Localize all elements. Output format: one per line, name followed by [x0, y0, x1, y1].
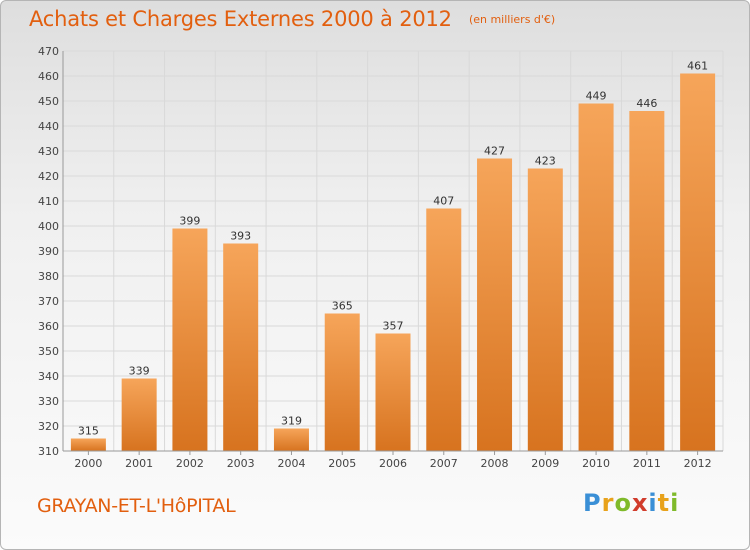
- x-tick-label: 2008: [481, 457, 509, 470]
- x-tick-label: 2007: [430, 457, 458, 470]
- bar-value-label: 319: [281, 415, 302, 428]
- x-tick-label: 2003: [227, 457, 255, 470]
- bar: [375, 333, 411, 451]
- bar-value-label: 339: [129, 365, 150, 378]
- bar-value-label: 399: [179, 215, 200, 228]
- x-tick-label: 2012: [684, 457, 712, 470]
- x-tick-label: 2006: [379, 457, 407, 470]
- bar-value-label: 357: [383, 320, 404, 333]
- y-tick-label: 440: [38, 120, 59, 133]
- y-tick-label: 470: [38, 45, 59, 58]
- bar: [121, 378, 157, 451]
- bar: [477, 158, 513, 451]
- bar: [223, 243, 259, 451]
- bar-value-label: 427: [484, 145, 505, 158]
- y-tick-label: 310: [38, 445, 59, 458]
- y-tick-label: 320: [38, 420, 59, 433]
- y-tick-label: 360: [38, 320, 59, 333]
- bar: [324, 313, 360, 451]
- x-tick-label: 2002: [176, 457, 204, 470]
- bar-value-label: 315: [78, 425, 99, 438]
- y-tick-label: 430: [38, 145, 59, 158]
- chart-subtitle: (en milliers d'€): [468, 13, 556, 26]
- bar-value-label: 461: [687, 60, 708, 73]
- bar: [578, 103, 614, 451]
- y-tick-label: 390: [38, 245, 59, 258]
- x-tick-label: 2001: [125, 457, 153, 470]
- proxiti-logo: Proxiti: [583, 489, 680, 517]
- y-tick-label: 410: [38, 195, 59, 208]
- y-tick-label: 460: [38, 70, 59, 83]
- bar: [629, 111, 665, 451]
- y-tick-label: 450: [38, 95, 59, 108]
- y-tick-label: 420: [38, 170, 59, 183]
- x-tick-label: 2005: [328, 457, 356, 470]
- bar: [273, 428, 309, 451]
- y-tick-label: 350: [38, 345, 59, 358]
- bar: [426, 208, 462, 451]
- chart-header: Achats et Charges Externes 2000 à 2012 (…: [29, 7, 555, 31]
- x-tick-label: 2011: [633, 457, 661, 470]
- y-tick-label: 330: [38, 395, 59, 408]
- y-tick-label: 340: [38, 370, 59, 383]
- x-tick-label: 2009: [531, 457, 559, 470]
- y-tick-label: 380: [38, 270, 59, 283]
- bar: [70, 438, 106, 451]
- x-tick-label: 2010: [582, 457, 610, 470]
- y-tick-label: 400: [38, 220, 59, 233]
- bar-value-label: 446: [636, 97, 657, 110]
- bar: [680, 73, 716, 451]
- x-tick-label: 2000: [74, 457, 102, 470]
- chart-title: Achats et Charges Externes 2000 à 2012: [29, 7, 452, 31]
- axes: 310 320 330 340 350 360 370 380 390 400 410 420 430 4…: [38, 45, 723, 470]
- bar-value-label: 365: [332, 300, 353, 313]
- commune-name: GRAYAN-ET-L'HôPITAL: [37, 495, 236, 517]
- bar-value-label: 449: [586, 90, 607, 103]
- y-tick-label: 370: [38, 295, 59, 308]
- bar-value-label: 407: [433, 195, 454, 208]
- bars: 315 339 399 393 319 365 357 407 427 423 449 446 461: [70, 60, 716, 451]
- bar: [172, 228, 208, 451]
- bar-value-label: 423: [535, 155, 556, 168]
- bar: [527, 168, 563, 451]
- x-tick-label: 2004: [277, 457, 305, 470]
- bar-value-label: 393: [230, 230, 251, 243]
